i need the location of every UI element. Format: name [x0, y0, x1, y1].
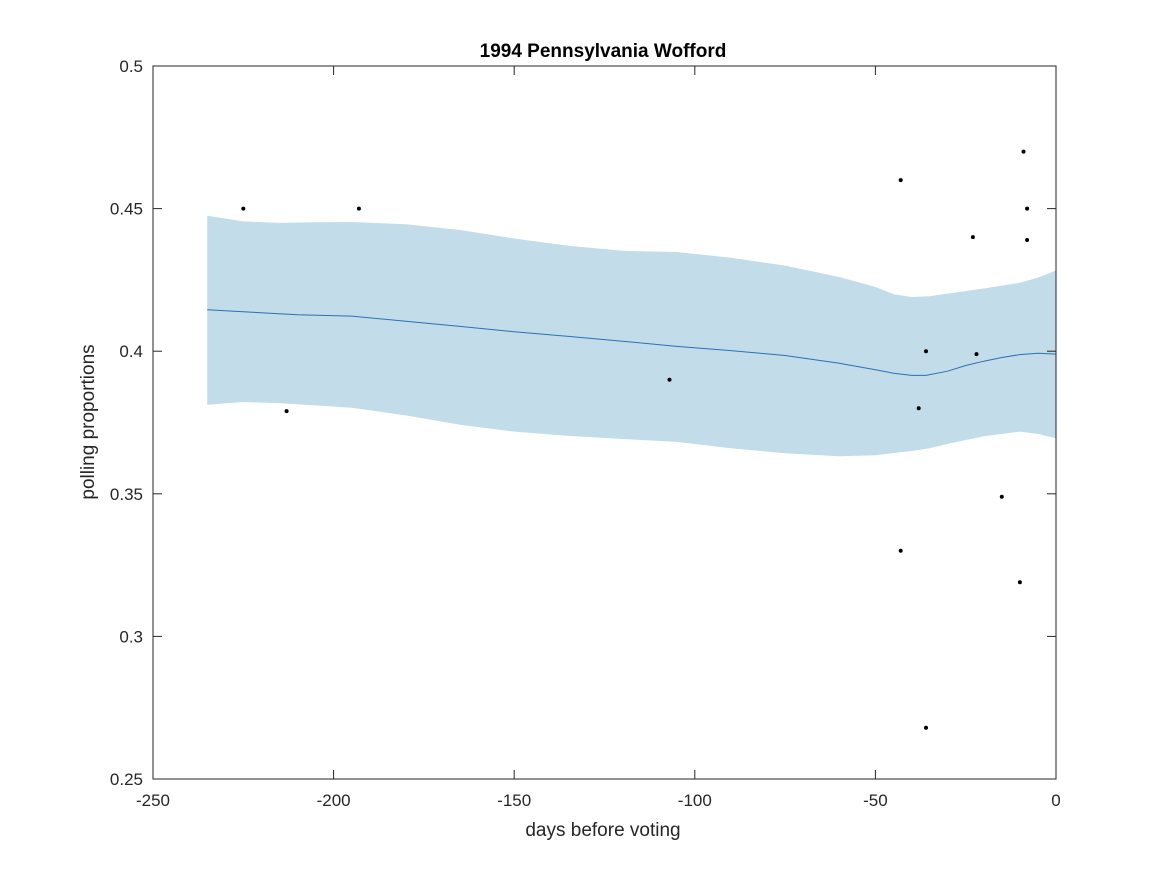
data-point [1017, 580, 1022, 585]
y-axis-label: polling proportions [78, 344, 99, 499]
data-point [924, 725, 928, 730]
y-tick-label: 0.35 [110, 485, 143, 504]
chart-title: 1994 Pennsylvania Wofford [480, 41, 727, 62]
data-point [924, 349, 928, 354]
confidence-band [207, 215, 1056, 457]
data-point [974, 352, 979, 357]
y-tick-label: 0.3 [119, 627, 143, 646]
data-point [356, 206, 361, 211]
y-tick-label: 0.5 [119, 57, 143, 76]
data-point [1021, 149, 1026, 154]
data-point [241, 206, 246, 211]
y-tick-label: 0.25 [110, 770, 143, 789]
plot-area [207, 149, 1057, 730]
data-point [999, 494, 1004, 499]
axes: -250 -200 -150 -100 -50 0 0.25 0.3 0.35 0.4 0.45 0.… [110, 57, 1061, 810]
x-tick-label: 0 [1051, 791, 1060, 810]
x-axis-label: days before voting [525, 820, 680, 841]
data-point [916, 406, 921, 411]
x-tick-label: -200 [317, 791, 351, 810]
data-point [1025, 238, 1030, 242]
trend-line [207, 309, 1057, 376]
data-point [898, 178, 903, 183]
data-point [970, 235, 975, 240]
y-tick-label: 0.4 [119, 342, 143, 361]
y-tick-label: 0.45 [110, 200, 143, 219]
data-point [1025, 206, 1030, 211]
data-point [284, 409, 289, 414]
x-tick-label: -150 [497, 791, 531, 810]
data-point [898, 548, 903, 553]
x-tick-label: -250 [136, 791, 170, 810]
x-tick-label: -100 [678, 791, 712, 810]
data-point [667, 377, 672, 382]
axes-box [152, 65, 1057, 780]
x-tick-label: -50 [863, 791, 888, 810]
